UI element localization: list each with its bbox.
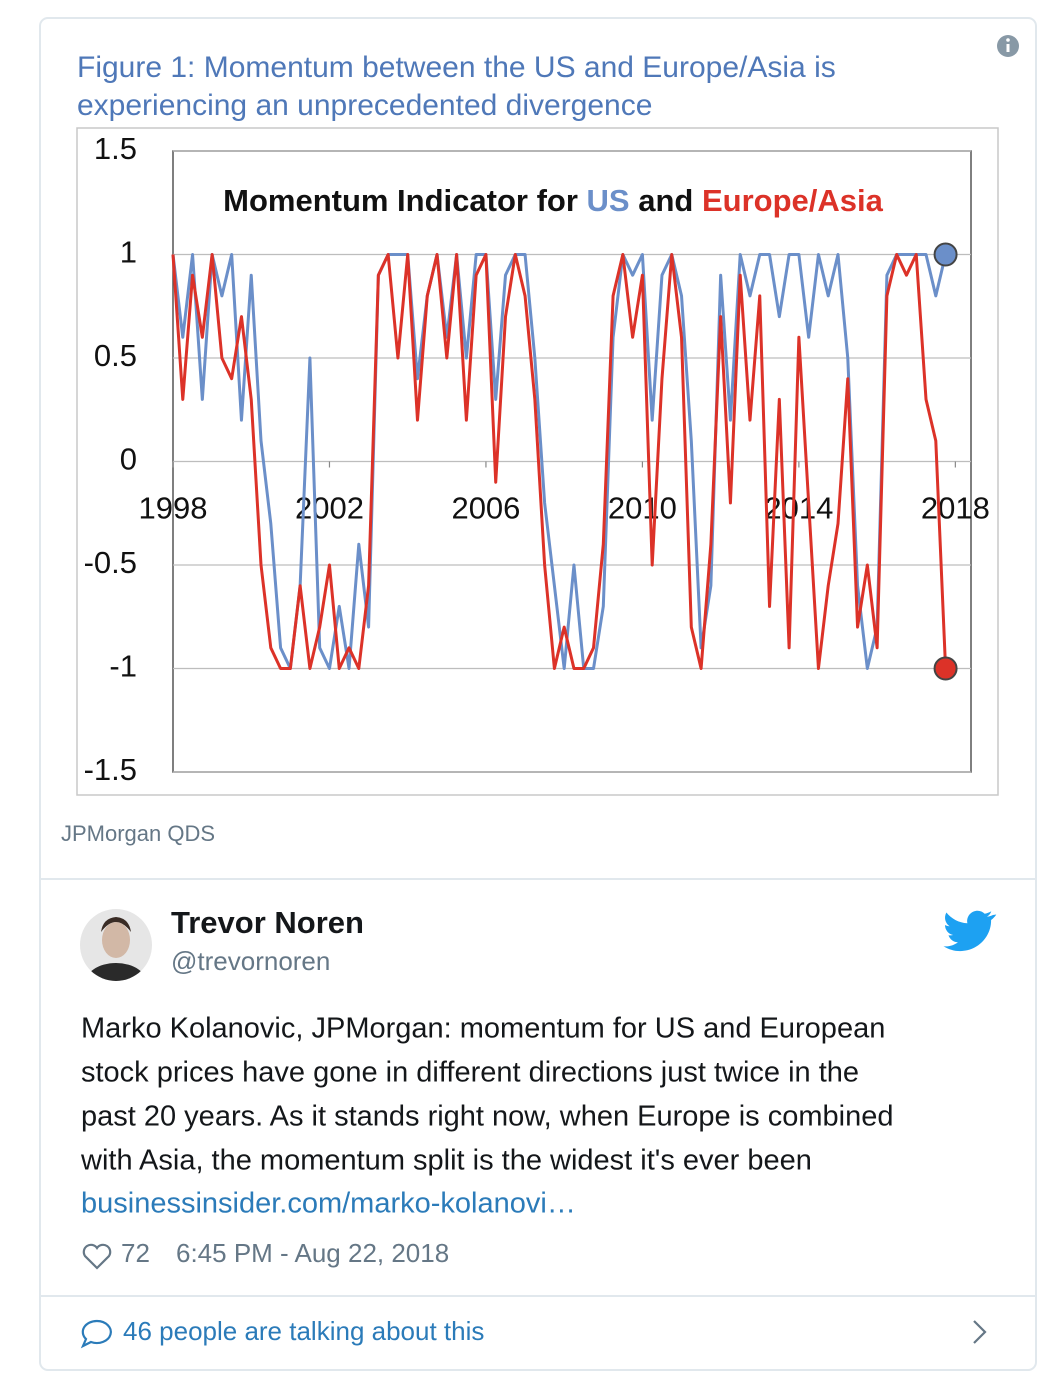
x-tick-label: 2006 xyxy=(451,491,520,526)
tweet-text: with Asia, the momentum split is the wid… xyxy=(80,1145,812,1177)
figure-caption: Figure 1: Momentum between the US and Eu… xyxy=(77,51,836,84)
author-handle[interactable]: @trevornoren xyxy=(171,946,330,976)
avatar-face xyxy=(102,922,130,958)
avatar-body xyxy=(84,963,148,981)
y-tick-label: 1 xyxy=(120,235,137,270)
chart-title-text: Momentum Indicator for xyxy=(223,183,578,218)
avatar[interactable] xyxy=(80,909,152,1007)
image-source: JPMorgan QDS xyxy=(61,821,215,846)
tweet-link[interactable]: businessinsider.com/marko-kolanovi… xyxy=(81,1188,576,1220)
like-icon[interactable] xyxy=(82,1243,112,1270)
talking-link[interactable]: 46 people are talking about this xyxy=(123,1316,484,1346)
chart-title: Momentum Indicator for US and Europe/Asi… xyxy=(223,183,884,218)
x-tick-label: 2018 xyxy=(921,491,990,526)
legend-label: Europe/Asia xyxy=(702,183,884,218)
x-tick-label: 1998 xyxy=(139,491,208,526)
info-icon-bar xyxy=(1006,44,1010,52)
author-name[interactable]: Trevor Noren xyxy=(171,905,364,940)
tweet-text: Marko Kolanovic, JPMorgan: momentum for … xyxy=(81,1013,885,1045)
figure-caption: experiencing an unprecedented divergence xyxy=(77,89,652,122)
x-tick-label: 2002 xyxy=(295,491,364,526)
series-line xyxy=(171,253,948,670)
y-tick-label: -0.5 xyxy=(84,545,137,580)
y-tick-label: 0.5 xyxy=(94,338,137,373)
tweet-text: past 20 years. As it stands right now, w… xyxy=(81,1101,893,1133)
like-count[interactable]: 72 xyxy=(121,1238,150,1268)
twitter-logo[interactable] xyxy=(943,910,997,952)
y-tick-label: 1.5 xyxy=(94,131,137,166)
y-tick-label: 0 xyxy=(120,442,137,477)
tweet-text: stock prices have gone in different dire… xyxy=(81,1057,859,1089)
legend-label: US xyxy=(587,183,630,218)
x-tick-label: 2010 xyxy=(608,491,677,526)
chart-title-text: and xyxy=(638,183,693,218)
avatar-hair xyxy=(101,917,131,932)
timestamp[interactable]: 6:45 PM - Aug 22, 2018 xyxy=(176,1238,449,1268)
end-marker xyxy=(933,656,958,681)
info-icon-dot xyxy=(1006,38,1010,42)
chevron[interactable] xyxy=(973,1320,987,1344)
reply-icon[interactable] xyxy=(80,1319,112,1349)
y-tick-label: -1 xyxy=(109,649,137,684)
end-marker xyxy=(933,242,958,267)
series-line xyxy=(171,253,948,670)
y-tick-label: -1.5 xyxy=(84,752,137,787)
